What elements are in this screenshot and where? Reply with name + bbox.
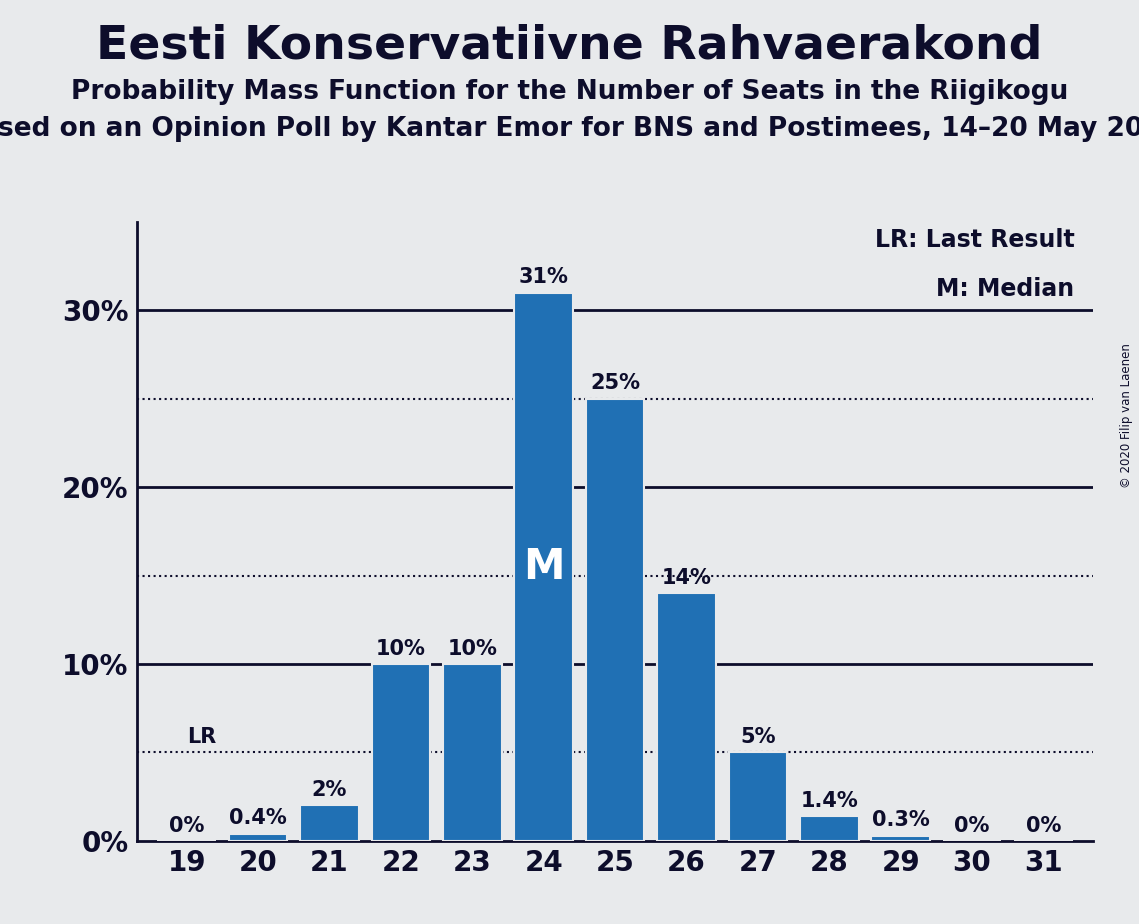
- Text: LR: Last Result: LR: Last Result: [875, 228, 1074, 252]
- Bar: [657, 593, 715, 841]
- Bar: [443, 664, 501, 841]
- Text: 0%: 0%: [954, 816, 990, 835]
- Bar: [871, 835, 929, 841]
- Text: 5%: 5%: [740, 727, 776, 748]
- Text: 0%: 0%: [169, 816, 204, 835]
- Bar: [301, 806, 359, 841]
- Bar: [229, 833, 287, 841]
- Text: 0%: 0%: [1026, 816, 1062, 835]
- Text: 14%: 14%: [662, 568, 712, 588]
- Bar: [515, 293, 573, 841]
- Text: Based on an Opinion Poll by Kantar Emor for BNS and Postimees, 14–20 May 2020: Based on an Opinion Poll by Kantar Emor …: [0, 116, 1139, 141]
- Bar: [800, 816, 859, 841]
- Text: LR: LR: [187, 727, 216, 748]
- Text: 1.4%: 1.4%: [801, 791, 858, 810]
- Text: M: Median: M: Median: [936, 277, 1074, 301]
- Text: 10%: 10%: [376, 638, 426, 659]
- Text: Probability Mass Function for the Number of Seats in the Riigikogu: Probability Mass Function for the Number…: [71, 79, 1068, 104]
- Text: 2%: 2%: [312, 780, 347, 800]
- Text: 10%: 10%: [448, 638, 498, 659]
- Text: © 2020 Filip van Laenen: © 2020 Filip van Laenen: [1121, 344, 1133, 488]
- Text: 25%: 25%: [590, 373, 640, 394]
- Text: 0.4%: 0.4%: [229, 808, 287, 829]
- Text: 31%: 31%: [518, 267, 568, 287]
- Bar: [585, 398, 645, 841]
- Bar: [371, 664, 431, 841]
- Text: 0.3%: 0.3%: [871, 810, 929, 831]
- Text: Eesti Konservatiivne Rahvaerakond: Eesti Konservatiivne Rahvaerakond: [97, 23, 1042, 68]
- Text: M: M: [523, 546, 565, 588]
- Bar: [729, 752, 787, 841]
